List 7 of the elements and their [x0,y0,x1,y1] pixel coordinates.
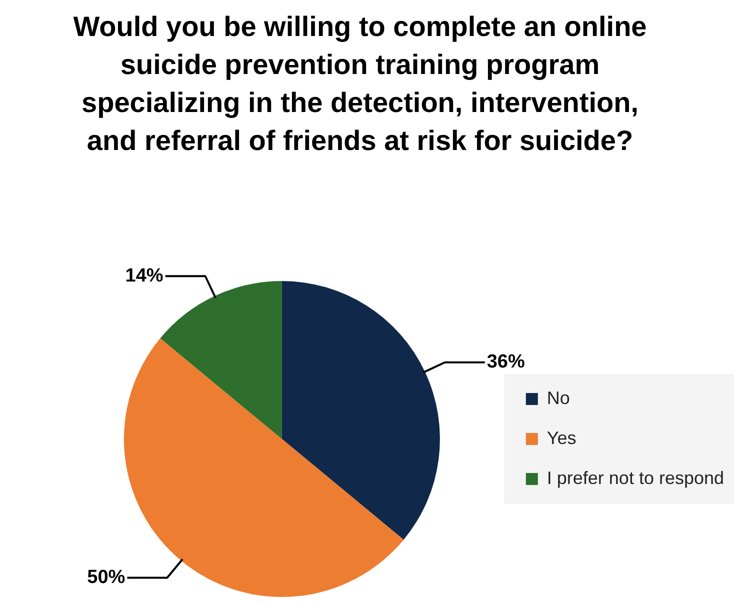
data-label: 50% [87,566,126,588]
legend-label: I prefer not to respond [546,468,724,488]
legend-label: No [546,388,570,408]
data-label: 14% [125,265,164,286]
chart-title: Would you be willing to complete an online suicide prevention training program specializing in the detection, intervention, and referral of friends at risk for suicide? [72,10,648,158]
data-label: 36% [486,352,525,373]
legend-label: Yes [546,428,576,448]
